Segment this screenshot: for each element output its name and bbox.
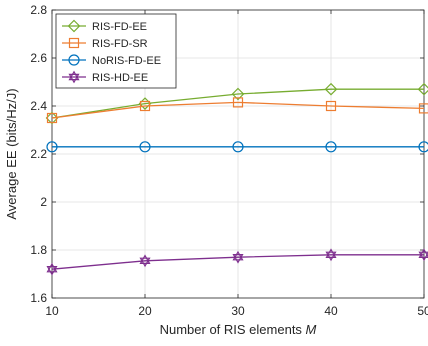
data-point: [139, 254, 151, 268]
legend-item: RIS-HD-EE: [62, 70, 148, 84]
x-tick-label: 50: [417, 304, 428, 318]
legend-marker: [67, 19, 81, 33]
data-point-up: [418, 248, 428, 258]
data-point-down: [46, 266, 58, 276]
data-point: [418, 248, 428, 262]
series-line: [51, 88, 424, 119]
series-group: [45, 82, 428, 276]
data-point-down: [325, 251, 337, 262]
y-tick-label: 1.8: [30, 243, 47, 257]
data-point: [139, 100, 151, 112]
series-noris-fd-ee: [46, 141, 428, 153]
legend: RIS-FD-EE RIS-FD-SR NoRIS-FD-EE RIS-HD-EE: [55, 13, 177, 89]
data-point-down: [139, 257, 151, 268]
series-line: [51, 254, 424, 270]
legend-item: RIS-FD-SR: [62, 37, 148, 50]
data-point-up: [325, 248, 337, 258]
data-point: [46, 112, 58, 124]
x-tick-label: 40: [324, 304, 338, 318]
legend-label: RIS-FD-SR: [92, 38, 148, 50]
data-point-up: [46, 262, 58, 273]
series-ris-hd-ee: [46, 248, 428, 276]
y-tick-label: 2.8: [30, 3, 47, 17]
y-tick-label: 2.6: [30, 51, 47, 65]
x-axis-label-text: Number of RIS elements: [160, 322, 306, 337]
x-tick-label: 10: [45, 304, 59, 318]
legend-label: NoRIS-FD-EE: [92, 55, 161, 67]
y-tick-label: 2.2: [30, 147, 47, 161]
data-point: [46, 141, 58, 153]
y-tick-label: 2: [40, 195, 47, 209]
legend-label: RIS-FD-EE: [92, 21, 147, 33]
data-point-up: [232, 250, 244, 261]
axis-ticks: 10 20 30 40 50 1.6 1.8 2 2.2 2.4 2.6 2.8: [30, 3, 428, 318]
grid: [51, 9, 425, 299]
series-ris-fd-sr: [46, 97, 428, 124]
y-tick-label: 2.4: [30, 99, 47, 113]
legend-marker-up: [68, 70, 80, 81]
data-point: [325, 141, 337, 153]
data-point: [418, 103, 428, 114]
x-axis-label: Number of RIS elements M: [160, 322, 317, 337]
x-tick-label: 20: [138, 304, 152, 318]
data-point: [324, 82, 338, 96]
x-axis-label-variable: M: [306, 322, 317, 337]
data-point-down: [418, 251, 428, 262]
legend-item: RIS-FD-EE: [62, 19, 147, 33]
legend-items: RIS-FD-EE RIS-FD-SR NoRIS-FD-EE RIS-HD-EE: [62, 19, 161, 84]
legend-marker: [68, 70, 80, 84]
x-tick-label: 30: [231, 304, 245, 318]
data-point: [46, 262, 58, 276]
y-tick-label: 1.6: [30, 291, 47, 305]
data-point: [325, 100, 337, 112]
data-point-down: [232, 254, 244, 264]
y-axis-label: Average EE (bits/Hz/J): [4, 88, 19, 219]
series-line: [51, 101, 425, 119]
data-point: [232, 250, 244, 264]
data-point: [139, 141, 151, 153]
legend-marker-down: [68, 73, 80, 84]
data-point: [418, 141, 428, 153]
data-point-up: [139, 254, 151, 264]
data-point: [325, 248, 337, 262]
legend-item: NoRIS-FD-EE: [62, 54, 161, 67]
legend-label: RIS-HD-EE: [92, 72, 148, 84]
legend-marker: [68, 54, 80, 66]
legend-marker: [68, 37, 80, 49]
data-point: [232, 97, 244, 108]
data-point: [232, 141, 244, 153]
data-point: [45, 111, 59, 125]
data-point: [231, 87, 245, 101]
